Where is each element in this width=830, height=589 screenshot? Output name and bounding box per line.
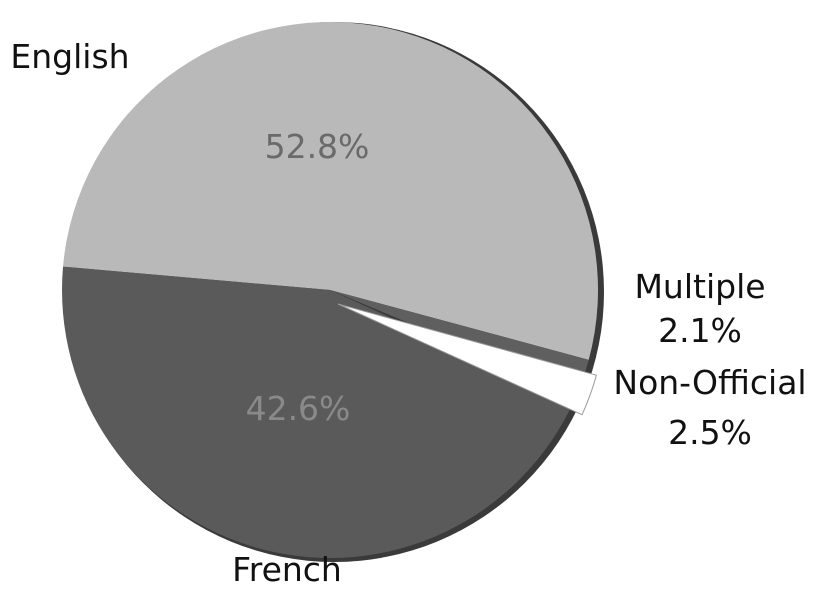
pie-slice-french [62,266,575,558]
pie-slice-non-official [337,303,597,416]
slice-value-multiple: 2.1% [658,311,742,350]
slice-label-french: French [232,550,342,589]
pie-slices [62,21,604,562]
slice-value-non-official: 2.5% [668,413,752,452]
slice-label-english: English [10,37,129,76]
pie-labels: English 52.8% Multiple 2.1% Non-Official 2.5%… [10,37,806,589]
slice-label-multiple: Multiple [634,267,765,306]
slice-value-english: 52.8% [265,127,370,166]
slice-value-french: 42.6% [246,389,351,428]
pie-slice-english [63,21,599,360]
slice-label-non-official: Non-Official [613,363,806,402]
